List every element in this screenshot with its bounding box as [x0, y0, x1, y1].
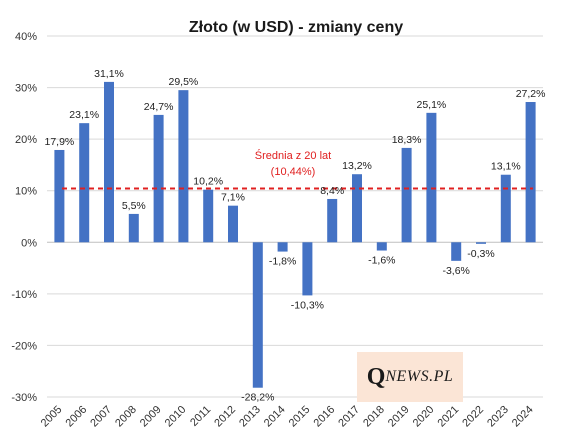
x-tick-label: 2021 — [436, 404, 462, 430]
x-tick-label: 2013 — [237, 404, 263, 430]
data-label: 7,1% — [221, 192, 245, 204]
x-tick-label: 2018 — [361, 404, 387, 430]
data-label: 17,9% — [45, 136, 75, 148]
bar — [203, 189, 214, 243]
data-label: 10,2% — [193, 176, 223, 188]
y-tick-label: -10% — [11, 289, 37, 301]
bar — [476, 242, 486, 244]
data-label: 18,3% — [392, 134, 422, 146]
x-tick-label: 2012 — [212, 404, 238, 430]
y-tick-label: -20% — [11, 340, 37, 352]
chart-title: Złoto (w USD) - zmiany ceny — [189, 19, 403, 36]
x-tick-label: 2022 — [460, 404, 486, 430]
bar — [426, 112, 437, 243]
y-tick-label: 0% — [21, 237, 37, 249]
bar — [79, 123, 90, 243]
bar — [252, 242, 263, 388]
bar — [327, 198, 338, 243]
logo-q-letter: Q — [366, 363, 386, 390]
data-label: 5,5% — [122, 200, 146, 212]
data-label: 24,7% — [144, 101, 174, 113]
data-label: -0,3% — [467, 248, 494, 260]
bar — [352, 174, 362, 243]
bar — [525, 102, 536, 243]
data-label: 13,1% — [491, 161, 521, 173]
data-label: -3,6% — [442, 265, 469, 277]
bar — [178, 90, 189, 243]
bar — [376, 242, 387, 251]
x-tick-label: 2019 — [386, 404, 412, 430]
average-line-group: Średnia z 20 lat (10,44%) — [62, 149, 533, 190]
bar — [228, 205, 238, 243]
x-tick-label: 2006 — [64, 404, 90, 430]
y-axis-ticks: -30% -20% -10% 0% 10% 20% 30% 40% — [11, 31, 37, 404]
data-label: 31,1% — [94, 68, 124, 80]
x-tick-label: 2010 — [163, 404, 189, 430]
bars — [54, 81, 536, 388]
y-tick-label: 40% — [15, 31, 37, 43]
x-tick-label: 2016 — [312, 404, 338, 430]
bar — [153, 114, 164, 243]
bar — [302, 242, 313, 296]
x-tick-label: 2008 — [113, 404, 139, 430]
x-axis-ticks: 2005 2006 2007 2008 2009 2010 2011 2012 2013 2014… — [39, 404, 536, 430]
bar — [128, 213, 139, 243]
data-label: -28,2% — [241, 392, 274, 404]
data-label: 25,1% — [417, 99, 447, 111]
x-tick-label: 2015 — [287, 404, 313, 430]
average-label-line1: Średnia z 20 lat — [255, 149, 331, 162]
y-tick-label: 20% — [15, 134, 37, 146]
logo-text: NEWS.PL — [385, 368, 454, 385]
y-tick-label: 30% — [15, 83, 37, 95]
bar — [401, 147, 412, 243]
bar — [277, 242, 288, 252]
bar — [54, 149, 65, 243]
bar — [104, 81, 114, 243]
x-tick-label: 2024 — [510, 404, 536, 430]
x-tick-label: 2011 — [188, 404, 213, 429]
average-label-line2: (10,44%) — [271, 166, 316, 178]
data-label: -1,8% — [269, 256, 296, 268]
data-label: 8,4% — [320, 185, 344, 197]
x-tick-label: 2014 — [262, 404, 288, 430]
data-label: -10,3% — [291, 299, 324, 311]
bar — [500, 174, 511, 243]
data-labels: 17,9% 23,1% 31,1% 5,5% 24,7% 29,5% 10,2% 7,1% -2… — [45, 68, 546, 404]
data-label: -1,6% — [368, 255, 395, 267]
qnews-logo: Q NEWS.PL — [357, 352, 463, 402]
x-tick-label: 2020 — [411, 404, 437, 430]
data-label: 23,1% — [69, 109, 99, 121]
y-tick-label: -30% — [11, 392, 37, 404]
y-tick-label: 10% — [15, 186, 37, 198]
data-label: 27,2% — [516, 88, 546, 100]
x-tick-label: 2017 — [336, 404, 362, 430]
gridlines — [47, 35, 543, 398]
x-tick-label: 2023 — [485, 404, 511, 430]
bar — [451, 242, 462, 261]
data-label: 13,2% — [342, 160, 372, 172]
x-tick-label: 2007 — [88, 404, 114, 430]
x-tick-label: 2009 — [138, 404, 164, 430]
data-label: 29,5% — [169, 76, 199, 88]
x-tick-label: 2005 — [39, 404, 65, 430]
